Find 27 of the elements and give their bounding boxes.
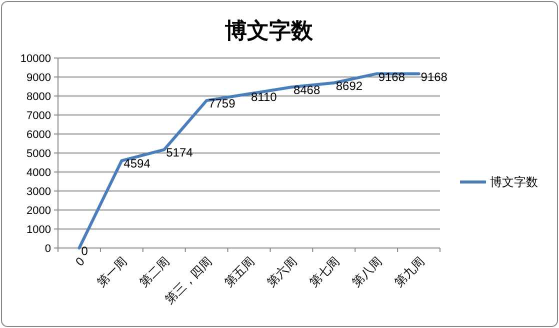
y-tick-label: 1000 [26,224,51,236]
x-tick-label: 第二周 [136,254,172,290]
x-tick-label: 第八周 [349,254,384,290]
x-tick-label: 第七周 [306,254,342,290]
y-tick-label: 0 [44,243,51,255]
legend-label: 博文字数 [490,175,538,189]
data-label: 9168 [420,70,448,84]
y-tick-label: 4000 [26,167,51,179]
y-tick-label: 6000 [26,129,51,141]
x-tick-label: 第一周 [94,254,130,290]
data-label: 8468 [293,83,320,98]
x-tick-label: 第九周 [392,254,427,290]
data-label: 8692 [336,78,363,93]
y-tick-label: 7000 [26,110,51,122]
y-tick-label: 2000 [26,205,51,217]
y-tick-label: 3000 [26,186,51,198]
y-tick-label: 9000 [26,72,51,84]
y-tick-label: 5000 [26,148,51,160]
data-label: 7759 [208,96,236,111]
data-label: 4594 [124,156,151,171]
x-tick-label: 第六周 [264,254,300,290]
chart-title: 博文字数 [224,18,314,43]
data-label: 5174 [166,146,194,160]
x-tick-label: 第五周 [222,254,258,290]
y-tick-label: 10000 [20,53,51,65]
data-label: 8110 [251,90,278,104]
y-tick-label: 8000 [26,91,51,103]
